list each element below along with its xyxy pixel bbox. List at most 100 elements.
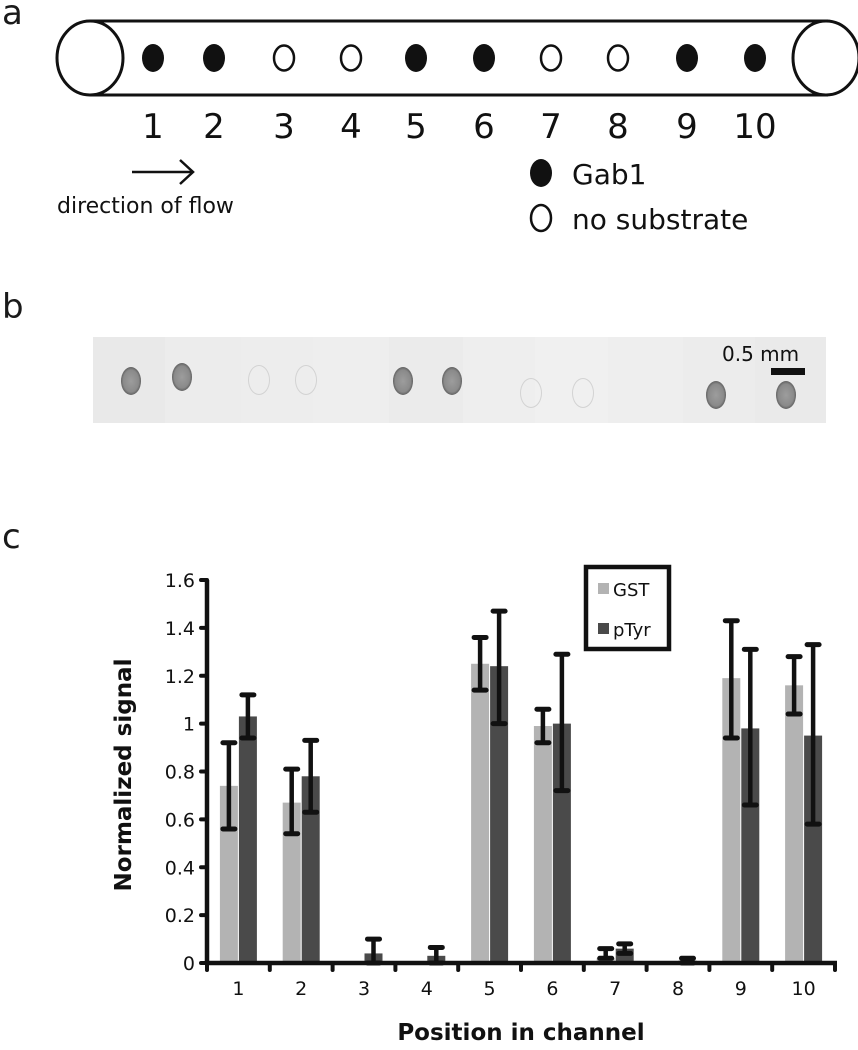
position-number: 2	[203, 107, 225, 147]
svg-text:no substrate: no substrate	[572, 203, 748, 236]
bar-ptyr	[301, 776, 320, 963]
micrograph-tile	[313, 337, 389, 423]
micrograph-tile	[683, 337, 755, 423]
chart-bars	[219, 663, 823, 964]
legend-box	[583, 564, 672, 652]
legend-gab1: Gab1	[530, 158, 646, 191]
legend-swatch-gst	[598, 583, 609, 594]
gab1-spot-icon	[142, 44, 164, 72]
empty-spot-icon	[606, 44, 630, 72]
stained-spot	[706, 381, 726, 409]
channel-spots	[142, 44, 766, 72]
x-tick-label: 7	[609, 978, 621, 1000]
position-number: 3	[273, 107, 295, 147]
stained-spot	[776, 381, 796, 409]
unstained-spot	[520, 378, 542, 408]
bar-gst	[596, 958, 615, 963]
micrograph-tile	[463, 337, 535, 423]
tube-left-end	[55, 19, 125, 97]
bar-gst	[345, 961, 364, 964]
stained-spot	[393, 367, 413, 395]
empty-spot-icon	[339, 44, 363, 72]
bar-gst	[219, 785, 238, 963]
unstained-spot	[295, 365, 317, 395]
position-number: 6	[473, 107, 495, 147]
bar-ptyr	[364, 953, 383, 963]
stained-spot	[172, 363, 192, 391]
stained-spot	[121, 367, 141, 395]
micrograph-tile	[608, 337, 683, 423]
empty-spot-icon	[272, 44, 296, 72]
svg-text:Gab1: Gab1	[572, 158, 646, 191]
x-tick-label: 8	[672, 978, 684, 1000]
empty-spot-icon	[539, 44, 563, 72]
gab1-spot-icon	[405, 44, 427, 72]
legend-label-gst: GST	[613, 580, 650, 601]
bar-ptyr	[427, 955, 446, 963]
bar-ptyr	[804, 735, 823, 963]
bar-ptyr	[615, 948, 634, 963]
x-axis-label: Position in channel	[397, 1020, 644, 1046]
position-number: 1	[142, 107, 164, 147]
position-numbers: 1 2 3 4 5 6 7 8 9 10	[142, 107, 776, 147]
chart-error-bars	[220, 608, 822, 966]
bar-gst	[722, 678, 741, 963]
x-tick-label: 2	[295, 978, 307, 1000]
chart-axes: 1 2 3 4 5 6 7 8 9 10 0 0.2 0.4 0.6 0.8 1 1.2 1.4 1.6	[165, 570, 837, 1000]
scale-bar	[771, 368, 805, 375]
channel-tube	[55, 19, 858, 97]
gab1-spot-icon	[744, 44, 766, 72]
y-tick-label: 1.6	[165, 570, 195, 592]
y-tick-label: 0.8	[165, 762, 195, 784]
micrograph-image	[93, 337, 826, 423]
unstained-spot	[248, 365, 270, 395]
x-tick-label: 1	[232, 978, 244, 1000]
micrograph-tile	[755, 337, 826, 423]
flow-arrow-icon	[132, 159, 195, 185]
y-axis-label: Normalized signal	[111, 659, 137, 892]
bar-gst	[471, 663, 490, 963]
legend-label-ptyr: pTyr	[613, 620, 651, 641]
bar-gst	[408, 961, 427, 964]
channel-schematic: 1 2 3 4 5 6 7 8 9 10 direction of flow Gab1 no su…	[55, 19, 858, 236]
position-number: 9	[676, 107, 698, 147]
legend-no-substrate: no substrate	[529, 203, 748, 236]
y-tick-label: 1.2	[165, 666, 195, 688]
bar-gst	[282, 802, 301, 963]
scale-bar-label: 0.5 mm	[722, 342, 800, 366]
gab1-spot-icon	[676, 44, 698, 72]
gab1-spot-icon	[473, 44, 495, 72]
y-tick-label: 0.6	[165, 809, 195, 831]
position-number: 4	[340, 107, 362, 147]
stained-spot	[442, 367, 462, 395]
filled-spot-icon	[530, 159, 552, 187]
y-tick-label: 1	[183, 714, 195, 736]
empty-spot-icon	[529, 203, 553, 233]
x-tick-label: 5	[484, 978, 496, 1000]
x-tick-label: 4	[421, 978, 433, 1000]
gab1-spot-icon	[203, 44, 225, 72]
bar-gst	[785, 685, 804, 963]
x-tick-label: 6	[546, 978, 558, 1000]
position-number: 8	[607, 107, 629, 147]
y-tick-label: 0.4	[165, 857, 195, 879]
flow-label: direction of flow	[57, 194, 234, 219]
tube-right-end	[791, 19, 858, 97]
panel-label-b: b	[2, 287, 24, 327]
panel-label-a: a	[2, 0, 23, 33]
bar-gst	[533, 726, 552, 963]
bar-gst	[659, 961, 678, 964]
chart-legend: GST pTyr	[583, 564, 672, 652]
micrograph-tile	[535, 337, 608, 423]
x-tick-label: 3	[358, 978, 370, 1000]
x-tick-label: 9	[735, 978, 747, 1000]
x-tick-label: 10	[792, 978, 816, 1000]
position-number: 10	[733, 107, 776, 147]
panel-label-c: c	[2, 517, 21, 557]
bar-ptyr	[490, 666, 509, 963]
position-number: 5	[405, 107, 427, 147]
y-tick-label: 0.2	[165, 905, 195, 927]
y-tick-label: 1.4	[165, 618, 195, 640]
position-number: 7	[540, 107, 562, 147]
bar-ptyr	[678, 960, 697, 963]
